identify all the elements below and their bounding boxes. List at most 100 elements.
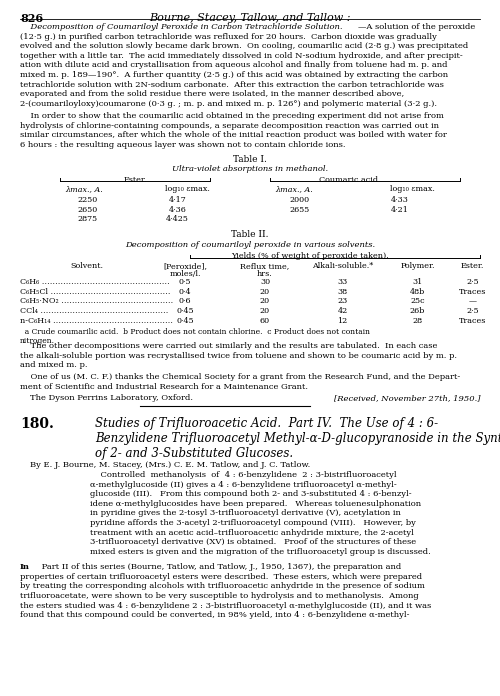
Text: Studies of Trifluoroacetic Acid.  Part IV.  The Use of 4 : 6-: Studies of Trifluoroacetic Acid. Part IV…: [95, 418, 438, 430]
Text: Yields (% of weight of peroxide taken).: Yields (% of weight of peroxide taken).: [231, 253, 389, 260]
Text: [Received, November 27th, 1950.]: [Received, November 27th, 1950.]: [334, 394, 480, 402]
Text: 12: 12: [338, 317, 347, 324]
Text: nitrogen.: nitrogen.: [20, 338, 55, 345]
Text: ation with dilute acid and crystallisation from aqueous alcohol and finally from: ation with dilute acid and crystallisati…: [20, 61, 448, 70]
Text: 2·5: 2·5: [466, 278, 479, 286]
Text: properties of certain trifluoroacetyl esters were described.  These esters, whic: properties of certain trifluoroacetyl es…: [20, 573, 422, 581]
Text: Table I.: Table I.: [233, 155, 267, 164]
Text: Controlled  methanolysis  of  4 : 6-benzylidene  2 : 3-bistrifluoroacetyl: Controlled methanolysis of 4 : 6-benzyli…: [90, 471, 396, 479]
Text: by treating the corresponding alcohols with trifluoroacetic anhydride in the pre: by treating the corresponding alcohols w…: [20, 583, 425, 590]
Text: trifluoroacetate, were shown to be very susceptible to hydrolysis and to methano: trifluoroacetate, were shown to be very …: [20, 592, 419, 600]
Text: 28: 28: [412, 317, 422, 324]
Text: The other decompositions were carried out similarly and the results are tabulate: The other decompositions were carried ou…: [20, 342, 438, 350]
Text: 38: 38: [338, 288, 347, 296]
Text: Coumaric acid.: Coumaric acid.: [320, 176, 381, 184]
Text: 2250: 2250: [78, 196, 98, 204]
Text: 23: 23: [338, 297, 347, 306]
Text: a Crude coumarilic acid.  b Product does not contain chlorine.  c Product does n: a Crude coumarilic acid. b Product does …: [20, 328, 370, 335]
Text: —: —: [468, 297, 476, 306]
Text: Traces: Traces: [459, 317, 486, 324]
Text: (12·5 g.) in purified carbon tetrachloride was refluxed for 20 hours.  Carbon di: (12·5 g.) in purified carbon tetrachlori…: [20, 33, 437, 40]
Text: 31: 31: [412, 278, 422, 286]
Text: In order to show that the coumarilic acid obtained in the preceding experiment d: In order to show that the coumarilic aci…: [20, 112, 444, 120]
Text: 33: 33: [338, 278, 347, 286]
Text: moles/l.: moles/l.: [169, 269, 201, 278]
Text: 26b: 26b: [410, 307, 425, 315]
Text: Reflux time,: Reflux time,: [240, 262, 290, 270]
Text: together with a little tar.  The acid immediately dissolved in cold N-sodium hyd: together with a little tar. The acid imm…: [20, 52, 463, 60]
Text: log₁₀ εmax.: log₁₀ εmax.: [165, 185, 210, 193]
Text: the alkali-soluble portion was recrystallised twice from toluene and shown to be: the alkali-soluble portion was recrystal…: [20, 351, 457, 360]
Text: 20: 20: [260, 288, 270, 296]
Text: Solvent.: Solvent.: [70, 262, 103, 270]
Text: C₆H₅·NO₂ ……………………………………: C₆H₅·NO₂ ……………………………………: [20, 297, 174, 306]
Text: 3-trifluoroacetyl derivative (XV) is obtained.   Proof of the structures of thes: 3-trifluoroacetyl derivative (XV) is obt…: [90, 538, 416, 546]
Text: CCl₄ …………………………………………: CCl₄ …………………………………………: [20, 307, 169, 315]
Text: and mixed m. p.: and mixed m. p.: [20, 361, 87, 370]
Text: 180.: 180.: [20, 418, 54, 432]
Text: 25c: 25c: [410, 297, 425, 306]
Text: Polymer.: Polymer.: [400, 262, 435, 270]
Text: treatment with an acetic acid–trifluoroacetic anhydride mixture, the 2-acetyl: treatment with an acetic acid–trifluoroa…: [90, 529, 414, 537]
Text: similar circumstances, after which the whole of the initial reaction product was: similar circumstances, after which the w…: [20, 132, 447, 139]
Text: By E. J. Bourne, M. Stacey, (Mrs.) C. E. M. Tatlow, and J. C. Tatlow.: By E. J. Bourne, M. Stacey, (Mrs.) C. E.…: [30, 461, 310, 468]
Text: λmax., A.: λmax., A.: [65, 185, 103, 193]
Text: Bourne, Stacey, Tallow, and Tallow :: Bourne, Stacey, Tallow, and Tallow :: [149, 13, 351, 22]
Text: 6 hours : the resulting aqueous layer was shown not to contain chloride ions.: 6 hours : the resulting aqueous layer wa…: [20, 141, 345, 149]
Text: 0·45: 0·45: [176, 317, 194, 324]
Text: 0·6: 0·6: [178, 297, 192, 306]
Text: hrs.: hrs.: [257, 269, 273, 278]
Text: 4·36: 4·36: [168, 205, 186, 214]
Text: 0·45: 0·45: [176, 307, 194, 315]
Text: 0·4: 0·4: [178, 288, 192, 296]
Text: 48b: 48b: [410, 288, 425, 296]
Text: n-C₆H₁₄ ………………………………………: n-C₆H₁₄ ………………………………………: [20, 317, 173, 324]
Text: 20: 20: [260, 297, 270, 306]
Text: glucoside (III).   From this compound both 2- and 3-substituted 4 : 6-benzyl-: glucoside (III). From this compound both…: [90, 490, 412, 498]
Text: 826: 826: [20, 13, 43, 24]
Text: α-methylglucoside (II) gives a 4 : 6-benzylidene trifluoroacetyl α-methyl-: α-methylglucoside (II) gives a 4 : 6-ben…: [90, 481, 397, 489]
Text: in pyridine gives the 2-tosyl 3-trifluoroacetyl derivative (V), acetylation in: in pyridine gives the 2-tosyl 3-trifluor…: [90, 509, 401, 518]
Text: 0·5: 0·5: [179, 278, 191, 286]
Text: 30: 30: [260, 278, 270, 286]
Text: ment of Scientific and Industrial Research for a Maintenance Grant.: ment of Scientific and Industrial Resear…: [20, 383, 308, 390]
Text: 20: 20: [260, 307, 270, 315]
Text: 4·425: 4·425: [166, 215, 189, 223]
Text: 4·21: 4·21: [391, 205, 409, 214]
Text: 4·33: 4·33: [391, 196, 409, 204]
Text: 42: 42: [338, 307, 347, 315]
Text: 2655: 2655: [290, 205, 310, 214]
Text: 2650: 2650: [78, 205, 98, 214]
Text: 2-(coumariloyloxy)coumarone (0·3 g. ; m. p. and mixed m. p. 126°) and polymeric : 2-(coumariloyloxy)coumarone (0·3 g. ; m.…: [20, 100, 437, 108]
Text: Traces: Traces: [459, 288, 486, 296]
Text: 4·17: 4·17: [168, 196, 186, 204]
Text: hydrolysis of chlorine-containing compounds, a separate decomposition reaction w: hydrolysis of chlorine-containing compou…: [20, 122, 439, 129]
Text: 2·5: 2·5: [466, 307, 479, 315]
Text: Part II of this series (Bourne, Tatlow, and Tatlow, J., 1950, 1367), the prepara: Part II of this series (Bourne, Tatlow, …: [39, 563, 401, 571]
Text: [Peroxide],: [Peroxide],: [163, 262, 207, 270]
Text: the esters studied was 4 : 6-benzylidene 2 : 3-bistrifluoroacetyl α-methylglucos: the esters studied was 4 : 6-benzylidene…: [20, 602, 431, 610]
Text: tetrachloride solution with 2N-sodium carbonate.  After this extraction the carb: tetrachloride solution with 2N-sodium ca…: [20, 81, 444, 88]
Text: Decomposition of coumariloyl peroxide in various solvents.: Decomposition of coumariloyl peroxide in…: [125, 241, 375, 249]
Text: 60: 60: [260, 317, 270, 324]
Text: Ester.: Ester.: [124, 176, 146, 184]
Text: One of us (M. C. F.) thanks the Chemical Society for a grant from the Research F: One of us (M. C. F.) thanks the Chemical…: [20, 373, 460, 381]
Text: idene α-methylglucosides have been prepared.   Whereas toluenesulphonation: idene α-methylglucosides have been prepa…: [90, 500, 421, 508]
Text: evaporated and from the solid residue there were isolated, in the manner describ: evaporated and from the solid residue th…: [20, 90, 404, 98]
Text: Ultra-violet absorptions in methanol.: Ultra-violet absorptions in methanol.: [172, 166, 328, 173]
Text: Table II.: Table II.: [231, 230, 269, 239]
Text: The Dyson Perrins Laboratory, Oxford.: The Dyson Perrins Laboratory, Oxford.: [30, 394, 193, 402]
Text: pyridine affords the 3-acetyl 2-trifluoroacetyl compound (VIII).   However, by: pyridine affords the 3-acetyl 2-trifluor…: [90, 519, 416, 527]
Text: found that this compound could be converted, in 98% yield, into 4 : 6-benzyliden: found that this compound could be conver…: [20, 611, 409, 619]
Text: mixed esters is given and the migration of the trifluoroacetyl group is discusse: mixed esters is given and the migration …: [90, 548, 431, 556]
Text: of 2- and 3-Substituted Glucoses.: of 2- and 3-Substituted Glucoses.: [95, 447, 293, 460]
Text: Decomposition of Coumariloyl Peroxide in Carbon Tetrachloride Solution.: Decomposition of Coumariloyl Peroxide in…: [20, 23, 342, 31]
Text: mixed m. p. 189—190°.  A further quantity (2·5 g.) of this acid was obtained by : mixed m. p. 189—190°. A further quantity…: [20, 71, 448, 79]
Text: Benzylidene Trifluoroacetyl Methyl-α-D-glucopyranoside in the Synthesis: Benzylidene Trifluoroacetyl Methyl-α-D-g…: [95, 432, 500, 445]
Text: Alkali-soluble.*: Alkali-soluble.*: [312, 262, 373, 270]
Text: evolved and the solution slowly became dark brown.  On cooling, coumarilic acid : evolved and the solution slowly became d…: [20, 42, 468, 50]
Text: C₆H₆ …………………………………………: C₆H₆ …………………………………………: [20, 278, 170, 286]
Text: In: In: [20, 563, 30, 571]
Text: —A solution of the peroxide: —A solution of the peroxide: [358, 23, 475, 31]
Text: 2000: 2000: [290, 196, 310, 204]
